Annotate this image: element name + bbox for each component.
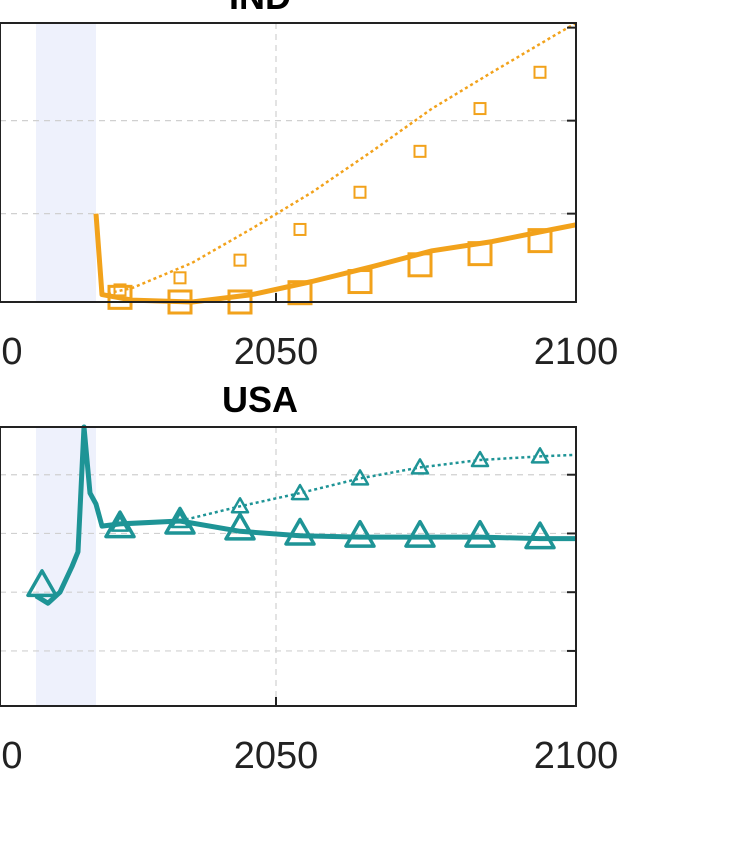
chart-panel-ind: IND 0 2050 2100 (0, 0, 618, 373)
data-point-square (173, 271, 187, 285)
series-line-dotted (101, 453, 577, 528)
data-point-square (293, 222, 307, 236)
data-point-square (107, 284, 133, 310)
data-point-triangle (230, 497, 250, 514)
data-point-triangle (464, 519, 496, 548)
y-tick-marks (275, 473, 576, 706)
data-point-triangle (290, 483, 310, 501)
data-point-triangle (170, 511, 190, 529)
x-tick-label: 0 (1, 331, 22, 373)
x-tick-label: 0 (1, 735, 22, 777)
chart-title: IND (229, 0, 291, 17)
data-point-triangle (284, 517, 316, 546)
data-point-square (407, 252, 433, 278)
data-point-square (347, 269, 373, 295)
plot-frame (0, 426, 577, 707)
data-point-square (113, 283, 127, 297)
chart-panel-usa: USA 0 2050 2100 (0, 379, 618, 777)
data-point-square (467, 241, 493, 267)
chart-title: USA (222, 379, 298, 420)
y-tick-marks (275, 26, 576, 302)
data-point-triangle (26, 569, 58, 598)
historical-shaded-region (36, 23, 96, 302)
data-point-square (233, 253, 247, 267)
series-line-dotted (101, 21, 577, 296)
data-point-triangle (224, 512, 256, 541)
x-tick-label: 2100 (534, 331, 619, 373)
data-point-square (413, 144, 427, 158)
data-point-triangle (404, 519, 436, 548)
data-point-square (533, 65, 547, 79)
data-point-triangle (530, 447, 550, 464)
data-point-triangle (410, 458, 430, 475)
data-point-triangle (470, 450, 490, 468)
data-point-triangle (344, 519, 376, 548)
data-point-square (527, 228, 553, 254)
data-point-square (353, 185, 367, 199)
plot-frame (0, 22, 577, 303)
data-point-triangle (164, 506, 196, 535)
series-layer (26, 424, 577, 606)
x-tick-label: 2100 (534, 735, 619, 777)
x-tick-label: 2050 (234, 735, 319, 777)
data-point-triangle (110, 515, 130, 532)
series-layer (93, 21, 577, 315)
gridlines (0, 23, 576, 302)
x-tick-label: 2050 (234, 331, 319, 373)
data-point-square (473, 102, 487, 116)
data-point-square (287, 280, 313, 306)
data-point-triangle (350, 469, 370, 486)
data-point-triangle (524, 521, 556, 550)
